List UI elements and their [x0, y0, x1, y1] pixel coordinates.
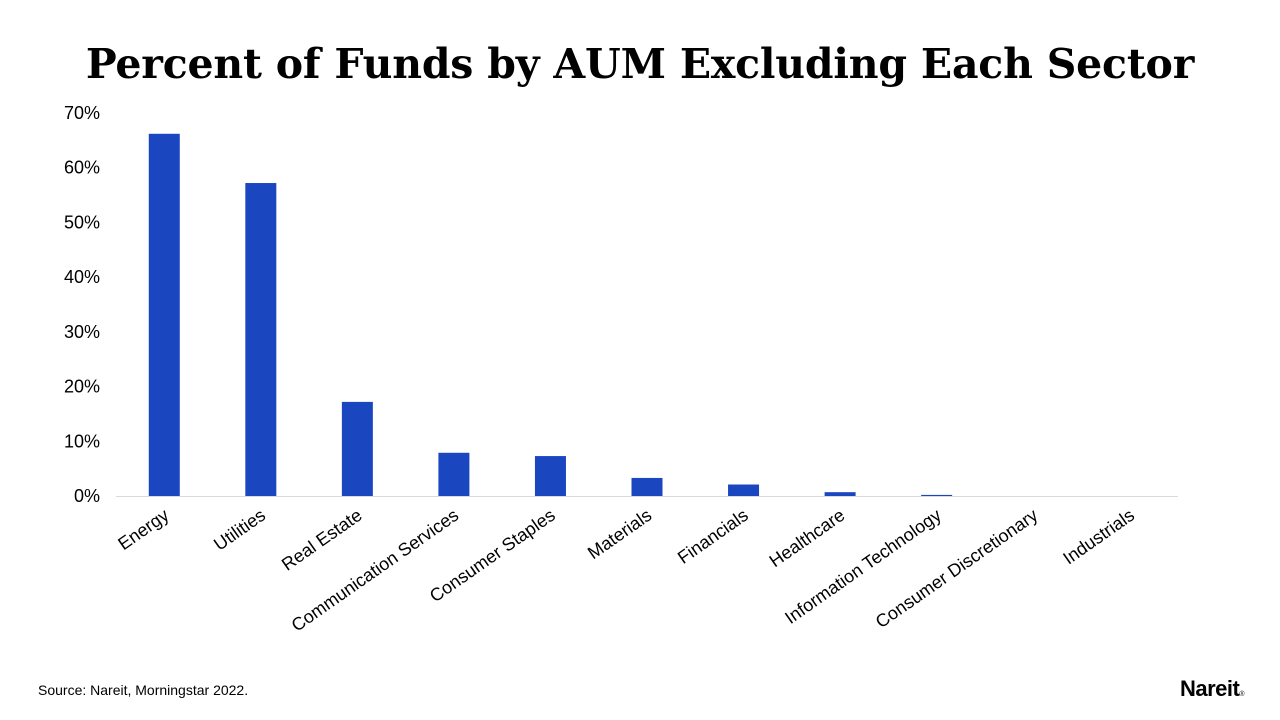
x-tick-label: Information Technology — [781, 505, 945, 628]
x-tick-label: Financials — [674, 505, 752, 568]
bar-financials — [728, 484, 760, 496]
y-tick-label: 70% — [64, 103, 100, 123]
bar-information-technology — [921, 494, 953, 496]
x-tick-label: Materials — [584, 505, 655, 563]
y-axis-tick-labels: 0% 10% 20% 30% 40% 50% 60% 70% — [64, 103, 100, 506]
bar-materials — [631, 477, 663, 496]
x-tick-label: Real Estate — [278, 505, 366, 575]
x-tick-label: Industrials — [1059, 505, 1138, 568]
bars-group — [148, 133, 953, 496]
y-tick-label: 0% — [74, 486, 100, 506]
source-note: Source: Nareit, Morningstar 2022. — [38, 682, 249, 698]
nareit-logo: Nareit® — [1180, 676, 1244, 702]
y-tick-label: 20% — [64, 377, 100, 397]
y-tick-label: 40% — [64, 267, 100, 287]
x-tick-label: Utilities — [210, 505, 269, 555]
bar-energy — [148, 133, 180, 496]
bar-consumer-staples — [534, 456, 566, 496]
bar-communication-services — [438, 452, 470, 496]
bar-utilities — [245, 183, 277, 496]
x-tick-label: Consumer Discretionary — [872, 505, 1042, 632]
x-tick-label: Healthcare — [766, 505, 849, 571]
y-tick-label: 10% — [64, 431, 100, 451]
bar-healthcare — [824, 492, 856, 496]
chart-title: Percent of Funds by AUM Excluding Each S… — [85, 40, 1195, 88]
y-tick-label: 60% — [64, 158, 100, 178]
y-tick-label: 30% — [64, 322, 100, 342]
x-axis-tick-labels: Energy Utilities Real EstateCommunication … — [114, 505, 1138, 636]
registered-mark: ® — [1239, 691, 1244, 698]
bar-real-estate — [341, 401, 373, 496]
logo-text: Nareit — [1179, 676, 1240, 701]
x-tick-label: Communication Services — [288, 505, 463, 636]
y-tick-label: 50% — [64, 212, 100, 232]
bar-chart: 0% 10% 20% 30% 40% 50% 60% 70% Energy Utilities R… — [64, 103, 1178, 636]
x-tick-label: Energy — [114, 505, 172, 554]
